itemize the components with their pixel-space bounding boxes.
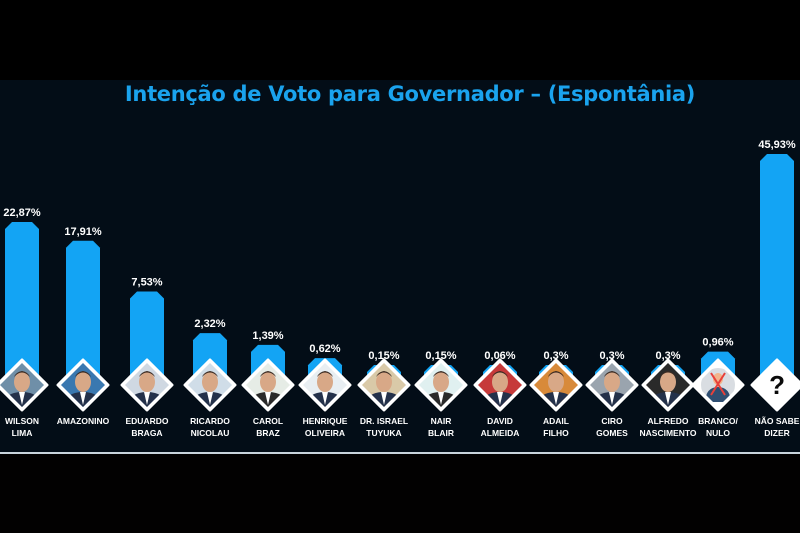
crossed-out-person-icon	[701, 368, 735, 402]
category-label: BRAGA	[131, 428, 162, 438]
bar	[66, 240, 100, 385]
candidate-portrait	[414, 358, 468, 412]
value-label: 0,96%	[702, 337, 733, 349]
value-label: 0,62%	[309, 343, 340, 355]
value-label: 45,93%	[758, 139, 796, 151]
candidate-portrait	[529, 358, 583, 412]
candidate-portrait	[56, 358, 110, 412]
category-label: FILHO	[543, 428, 569, 438]
value-label: 0,3%	[655, 350, 680, 362]
candidate-portrait: ?	[750, 358, 800, 412]
candidate-portrait	[691, 358, 745, 412]
candidate-portrait	[585, 358, 639, 412]
question-mark-icon: ?	[769, 370, 785, 400]
portrait-photo	[590, 363, 634, 407]
candidate-portrait	[241, 358, 295, 412]
category-label: CAROL	[253, 416, 283, 426]
category-label: ADAIL	[543, 416, 569, 426]
category-label: HENRIQUE	[303, 416, 348, 426]
portrait-photo	[646, 363, 690, 407]
divider-line	[0, 452, 800, 454]
portrait-photo	[419, 363, 463, 407]
value-label: 0,3%	[599, 350, 624, 362]
category-label: LIMA	[12, 428, 33, 438]
bar	[130, 291, 164, 385]
bar	[760, 154, 794, 385]
category-label: DAVID	[487, 416, 513, 426]
chart-panel: Intenção de Voto para Governador – (Espo…	[0, 80, 800, 452]
candidate-portrait	[120, 358, 174, 412]
category-label: DR. ISRAEL	[360, 416, 408, 426]
candidate-portrait	[183, 358, 237, 412]
category-label: NULO	[706, 428, 730, 438]
category-label: NICOLAU	[191, 428, 230, 438]
value-label: 22,87%	[3, 207, 41, 219]
category-label: NASCIMENTO	[640, 428, 697, 438]
category-label: AMAZONINO	[57, 416, 110, 426]
candidate-portrait	[298, 358, 352, 412]
value-label: 17,91%	[64, 226, 102, 238]
letterbox-top	[0, 0, 800, 80]
category-label: NÃO SABE	[755, 416, 800, 426]
bar	[5, 221, 39, 385]
chart-title: Intenção de Voto para Governador – (Espo…	[124, 82, 696, 106]
category-label: ALMEIDA	[481, 428, 520, 438]
letterbox-bottom	[0, 454, 800, 533]
candidate-portrait	[641, 358, 695, 412]
value-label: 0,3%	[543, 350, 568, 362]
portrait-photo	[362, 363, 406, 407]
category-label: OLIVEIRA	[305, 428, 345, 438]
candidate-portrait	[473, 358, 527, 412]
value-label: 0,15%	[368, 350, 399, 362]
category-label: DIZER	[764, 428, 790, 438]
bar-chart: ? 22,87% WILSON LIMA 17,91% AMAZONINO 7,53% ED…	[0, 139, 800, 438]
portrait-photo	[478, 363, 522, 407]
category-label: GOMES	[596, 428, 628, 438]
value-label: 1,39%	[252, 330, 283, 342]
value-label: 0,06%	[484, 350, 515, 362]
category-label: ALFREDO	[647, 416, 688, 426]
portrait-photo	[534, 363, 578, 407]
category-label: BRANCO/	[698, 416, 738, 426]
value-label: 7,53%	[131, 276, 162, 288]
category-label: BLAIR	[428, 428, 454, 438]
category-label: RICARDO	[190, 416, 230, 426]
category-label: NAIR	[431, 416, 452, 426]
candidate-portrait	[357, 358, 411, 412]
category-label: WILSON	[5, 416, 39, 426]
category-label: CIRO	[601, 416, 623, 426]
category-label: BRAZ	[256, 428, 280, 438]
category-label: EDUARDO	[126, 416, 169, 426]
value-label: 2,32%	[194, 318, 225, 330]
category-label: TUYUKA	[366, 428, 401, 438]
value-label: 0,15%	[425, 350, 456, 362]
